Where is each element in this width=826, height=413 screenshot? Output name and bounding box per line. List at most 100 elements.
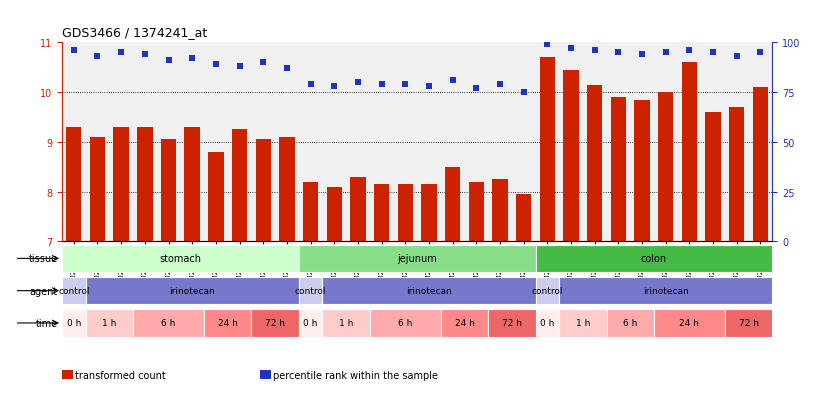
Text: agent: agent	[30, 286, 58, 296]
Bar	[322, 278, 535, 304]
Bar	[326, 187, 342, 242]
Bar	[299, 245, 535, 272]
Point	[351, 80, 364, 86]
Bar	[445, 167, 460, 242]
Bar	[610, 98, 626, 242]
Bar	[563, 71, 579, 242]
Text: 6 h: 6 h	[161, 319, 176, 328]
Bar	[705, 113, 721, 242]
Text: 24 h: 24 h	[454, 319, 474, 328]
Text: control: control	[58, 287, 89, 295]
Point	[493, 82, 506, 88]
Text: irinotecan: irinotecan	[169, 287, 215, 295]
Bar	[654, 310, 725, 337]
Point	[564, 46, 577, 52]
Text: percentile rank within the sample: percentile rank within the sample	[273, 370, 439, 380]
Bar	[86, 278, 299, 304]
Point	[304, 82, 317, 88]
Text: 1 h: 1 h	[102, 319, 116, 328]
Bar	[397, 185, 413, 242]
Bar	[113, 128, 129, 242]
Bar	[90, 138, 105, 242]
Bar	[516, 195, 531, 242]
Point	[588, 48, 601, 55]
Point	[730, 54, 743, 61]
Point	[328, 84, 341, 90]
Point	[422, 84, 435, 90]
Bar	[634, 100, 650, 242]
Text: 1 h: 1 h	[339, 319, 354, 328]
Point	[517, 90, 530, 96]
Bar	[421, 185, 437, 242]
Text: tissue: tissue	[29, 254, 58, 264]
Bar	[441, 310, 488, 337]
Bar	[725, 310, 772, 337]
Bar	[535, 245, 772, 272]
Bar	[535, 278, 559, 304]
Bar	[62, 245, 299, 272]
Text: control: control	[295, 287, 326, 295]
Text: 24 h: 24 h	[218, 319, 238, 328]
Bar	[133, 310, 204, 337]
Point	[67, 48, 80, 55]
Bar	[752, 88, 768, 242]
Bar	[232, 130, 247, 242]
Text: transformed count: transformed count	[75, 370, 166, 380]
Text: GDS3466 / 1374241_at: GDS3466 / 1374241_at	[62, 26, 207, 39]
Text: 0 h: 0 h	[303, 319, 318, 328]
Bar	[161, 140, 176, 242]
Point	[612, 50, 625, 57]
Bar	[299, 310, 322, 337]
Bar	[204, 310, 251, 337]
Point	[541, 42, 554, 49]
Point	[683, 48, 696, 55]
Point	[115, 50, 128, 57]
Bar	[492, 180, 508, 242]
Bar	[255, 140, 271, 242]
Point	[659, 50, 672, 57]
Text: control: control	[532, 287, 563, 295]
Point	[91, 54, 104, 61]
Text: time: time	[36, 318, 58, 328]
Text: irinotecan: irinotecan	[406, 287, 452, 295]
Text: 1 h: 1 h	[576, 319, 590, 328]
Bar	[535, 310, 559, 337]
Bar	[137, 128, 153, 242]
Bar	[86, 310, 133, 337]
Bar	[62, 310, 86, 337]
Bar	[62, 278, 86, 304]
Bar	[587, 85, 602, 242]
Bar	[658, 93, 673, 242]
Point	[186, 56, 199, 62]
Point	[280, 66, 293, 72]
Point	[635, 52, 648, 59]
Bar	[681, 63, 697, 242]
Bar	[303, 182, 318, 242]
Point	[706, 50, 719, 57]
Text: 6 h: 6 h	[398, 319, 412, 328]
Bar	[729, 108, 744, 242]
Bar	[606, 310, 654, 337]
Bar	[539, 58, 555, 242]
Bar	[322, 310, 370, 337]
Bar	[350, 177, 366, 242]
Point	[754, 50, 767, 57]
Bar	[299, 278, 322, 304]
Bar	[66, 128, 82, 242]
Point	[138, 52, 151, 59]
Text: 6 h: 6 h	[623, 319, 638, 328]
Bar	[374, 185, 389, 242]
Bar	[468, 182, 484, 242]
Text: 72 h: 72 h	[502, 319, 522, 328]
Text: irinotecan: irinotecan	[643, 287, 689, 295]
Bar	[279, 138, 295, 242]
Point	[233, 64, 246, 71]
Bar	[208, 152, 224, 242]
Point	[470, 85, 483, 92]
Text: 72 h: 72 h	[265, 319, 285, 328]
Bar	[559, 278, 772, 304]
Text: jejunum: jejunum	[397, 254, 437, 264]
Point	[375, 82, 388, 88]
Text: 24 h: 24 h	[680, 319, 700, 328]
Text: stomach: stomach	[159, 254, 202, 264]
